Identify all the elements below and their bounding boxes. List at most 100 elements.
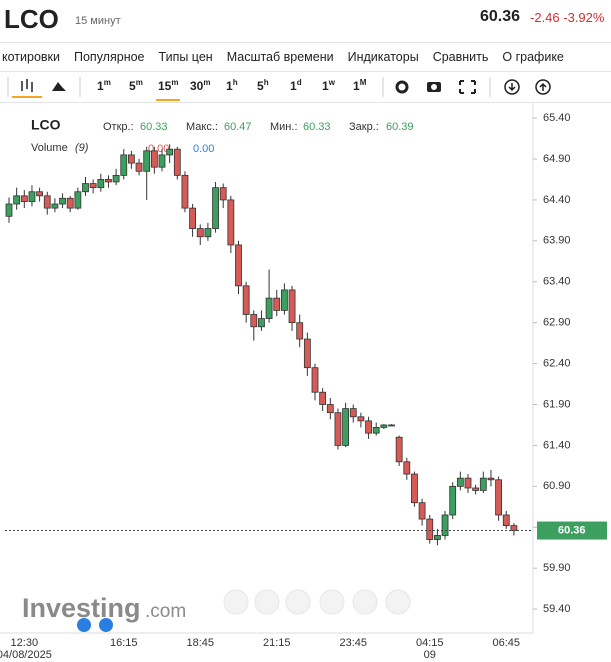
candle-body [82,183,89,193]
y-tick-label: 59.90 [543,562,571,574]
interval-button[interactable]: 1M [353,78,366,93]
interval-unit: m [135,78,143,87]
last-price-label: 60.36 [558,524,586,536]
interval-button[interactable]: 1d [290,78,302,93]
interval-number: 1 [97,79,104,93]
toolbar: 1m 5m 15m 30m 1h 5h 1d 1w 1M [0,72,611,103]
legend-value: 60.33 [140,121,168,133]
candle-body [5,203,13,217]
candle-body [418,502,426,520]
y-tick-label: 62.90 [543,317,571,329]
candle-body [204,228,212,238]
y-tick-label: 64.90 [543,153,571,165]
candle-body [13,195,21,205]
candle-body [342,408,350,446]
candle-body [196,228,204,238]
legend-label: Закр.: [349,121,379,133]
candle-body [173,148,181,176]
candle-body [388,424,395,427]
candle-body [495,479,503,516]
candle-body [235,244,242,287]
candle-body [510,525,518,531]
x-tick-label: 18:45 [186,637,214,649]
candle-body [212,187,219,229]
interval-button[interactable]: 30m [190,78,210,93]
interval-number: 1 [322,79,329,93]
candle-body [135,162,143,172]
y-tick-label: 59.40 [543,603,571,615]
interval-button[interactable]: 1w [322,78,335,93]
candle-body [326,404,334,414]
interval-number: 5 [257,79,264,93]
interval-button[interactable]: 5h [257,78,269,93]
price: 60.36 [480,8,521,25]
candle-body [372,427,380,434]
candle-body [411,473,418,504]
candle-body [112,174,120,183]
candle-body [51,203,59,209]
candle-body [464,477,472,489]
candle-body [487,477,495,481]
menu-item[interactable]: Типы цен [158,50,213,64]
y-tick-label: 61.40 [543,439,571,451]
interval-unit: h [263,78,269,87]
watermark: Investing [22,593,141,623]
candle-body [479,477,487,491]
y-tick-label: 60.90 [543,480,571,492]
header: LCO 15 минут 60.36 -2.46 -3.92% [0,0,611,36]
x-tick-label: 16:15 [110,637,138,649]
legend-label: Макс.: [186,121,218,133]
volume-period: (9) [75,142,89,154]
candle-body [242,285,250,315]
candle-body [395,436,403,463]
legend-value: 60.33 [303,121,331,133]
candle-body [120,154,128,176]
interval-number: 1 [290,79,297,93]
candle-body [258,318,265,328]
interval-number: 15 [158,79,172,93]
candle-body [319,391,327,405]
change: -2.46 -3.92% [530,10,604,25]
legend-value: 60.39 [386,121,414,133]
menu: котировки Популярное Типы цен Масштаб време… [0,42,611,72]
interval-button[interactable]: 1h [226,78,238,93]
menu-item[interactable]: Популярное [74,50,145,64]
interval-button[interactable]: 15m [155,78,182,101]
candle-body [227,199,235,246]
legend-label: Откр.: [103,121,134,133]
interval-number: 30 [190,79,204,93]
x-sublabel: 09 [424,649,436,661]
watermark-suffix: .com [145,601,186,622]
candle-body [349,408,357,418]
candle-body [380,424,388,428]
candle-body [89,183,97,189]
interval-number: 1 [353,79,360,93]
legend-label: Мин.: [270,121,298,133]
candle-body [74,191,82,209]
candle-body [311,367,319,393]
candle-body [127,154,135,164]
menu-item[interactable]: Сравнить [432,50,489,64]
candle-body [472,487,480,491]
volume-value: 0.00 [193,143,214,155]
x-tick-label: 12:30 [11,637,39,649]
interval-number: 1 [226,79,233,93]
interval-button[interactable]: 1m [97,78,111,93]
candle-body [433,535,441,540]
menu-item[interactable]: О графике [502,50,564,64]
candle-body [250,314,258,328]
legend-value: 60.47 [224,121,252,133]
interval: 15 минут [75,15,121,27]
candle-body [43,195,51,209]
candle-body [97,179,105,189]
candle-body [403,461,411,475]
last-price-tag [537,521,607,540]
menu-item[interactable]: котировки [2,50,60,64]
menu-item[interactable]: Масштаб времени [226,50,334,64]
menu-item[interactable]: Индикаторы [347,50,419,64]
interval-unit: w [328,78,335,87]
volume-label: Volume [31,142,68,154]
candle-body [189,207,197,229]
interval-button[interactable]: 5m [129,78,143,93]
